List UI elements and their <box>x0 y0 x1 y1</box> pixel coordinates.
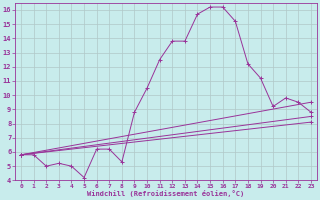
X-axis label: Windchill (Refroidissement éolien,°C): Windchill (Refroidissement éolien,°C) <box>87 190 244 197</box>
